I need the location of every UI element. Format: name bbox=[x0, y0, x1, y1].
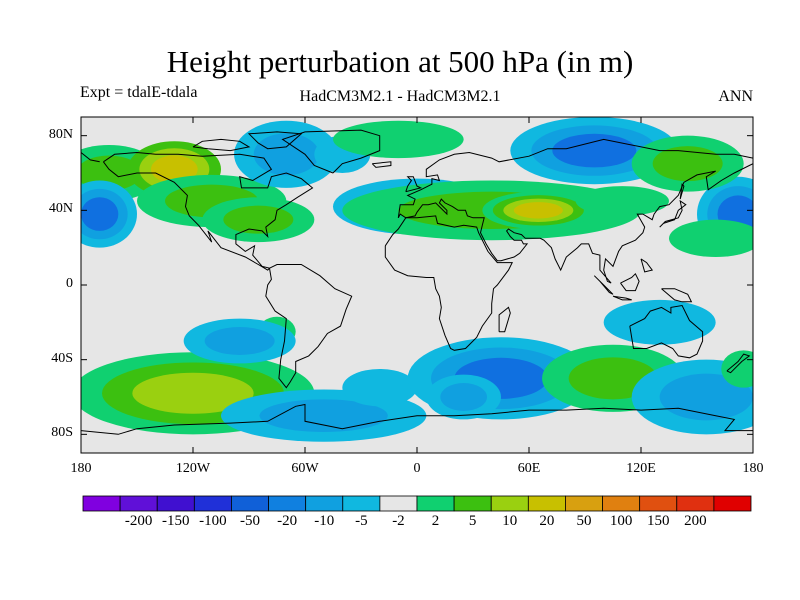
colorbar-label: -20 bbox=[277, 513, 298, 529]
coastline-segment bbox=[397, 138, 753, 218]
model-label: HadCM3M2.1 - HadCM3M2.1 bbox=[299, 88, 501, 105]
coastline-segment bbox=[384, 215, 514, 351]
colorbar-swatch bbox=[602, 495, 641, 512]
anomaly-contour bbox=[342, 369, 417, 407]
coastline-segment bbox=[81, 403, 753, 435]
colorbar-swatch bbox=[231, 495, 269, 512]
colorbar-swatch bbox=[193, 495, 232, 512]
coastline-segment bbox=[81, 152, 100, 163]
anomaly-contour bbox=[552, 133, 637, 168]
colorbar-label: 20 bbox=[539, 513, 555, 529]
coastline-segment bbox=[498, 306, 511, 333]
anomaly-contour bbox=[253, 133, 319, 176]
lat-tick-label: 40S bbox=[51, 350, 73, 366]
lon-tick-label: 60W bbox=[291, 461, 319, 476]
anomaly-contour bbox=[132, 372, 254, 414]
anomaly-contour bbox=[652, 146, 723, 182]
lon-tick-label: 120E bbox=[626, 461, 656, 476]
anomaly-contour bbox=[513, 202, 563, 219]
coastline-segment bbox=[281, 129, 381, 174]
anomaly-contour bbox=[603, 299, 716, 345]
colorbar-swatch bbox=[676, 495, 715, 512]
coastline-segment bbox=[612, 295, 632, 301]
colorbar-swatch bbox=[342, 495, 381, 512]
colorbar-label: 10 bbox=[502, 513, 518, 529]
coastline-segment bbox=[679, 183, 685, 200]
colorbar-label: 150 bbox=[646, 513, 670, 529]
plot-title: Height perturbation at 500 hPa (in m) bbox=[166, 44, 634, 79]
anomaly-contour bbox=[575, 186, 669, 216]
colorbar-swatch bbox=[416, 495, 455, 512]
lon-tick-label: 120W bbox=[175, 461, 211, 476]
lat-tick-label: 80S bbox=[51, 425, 73, 441]
anomaly-contour bbox=[223, 205, 294, 234]
coastline-segment bbox=[102, 151, 314, 271]
season-label: ANN bbox=[718, 88, 753, 105]
anomaly-contour bbox=[204, 327, 275, 355]
coastline-segment bbox=[192, 138, 251, 152]
coastlines bbox=[81, 129, 753, 435]
lon-tick-label: 180 bbox=[70, 461, 92, 476]
coastline-segment bbox=[659, 199, 687, 228]
colorbar-label: -2 bbox=[392, 513, 405, 529]
coastline-segment bbox=[629, 304, 704, 359]
coastline-segment bbox=[405, 176, 423, 193]
colorbar-swatch bbox=[305, 495, 344, 512]
anomaly-contour bbox=[259, 399, 388, 432]
colorbar-swatch bbox=[713, 495, 752, 512]
colorbar-swatch bbox=[527, 495, 566, 512]
anomaly-contour bbox=[333, 120, 464, 159]
colorbar bbox=[82, 495, 752, 512]
anomaly-field bbox=[81, 117, 753, 442]
colorbar-label: 100 bbox=[609, 513, 633, 529]
experiment-label: Expt = tdalE-tdala bbox=[80, 84, 198, 101]
anomaly-contour bbox=[669, 219, 753, 257]
map-ticks bbox=[80, 117, 754, 453]
colorbar-label: -50 bbox=[240, 513, 260, 529]
colorbar-label: 2 bbox=[431, 513, 440, 529]
coastline-segment bbox=[661, 288, 693, 303]
colorbar-label: -10 bbox=[314, 513, 335, 529]
colorbar-swatch bbox=[82, 495, 121, 512]
lat-tick-label: 0 bbox=[66, 276, 73, 291]
coastline-segment bbox=[397, 163, 753, 284]
coastline-segment bbox=[726, 353, 751, 374]
anomaly-contour bbox=[721, 350, 753, 388]
colorbar-swatch bbox=[156, 495, 195, 512]
colorbar-swatch bbox=[119, 495, 158, 512]
colorbar-swatch bbox=[268, 495, 307, 512]
anomaly-contour bbox=[81, 197, 119, 231]
coastline-segment bbox=[593, 275, 614, 295]
coastline-segment bbox=[640, 258, 654, 273]
colorbar-label: -100 bbox=[199, 513, 227, 529]
colorbar-label: -5 bbox=[355, 513, 368, 529]
colorbar-swatch bbox=[490, 495, 529, 512]
coastline-segment bbox=[371, 161, 392, 168]
coastline-segment bbox=[265, 264, 353, 389]
lon-tick-label: 0 bbox=[413, 461, 421, 476]
anomaly-contour bbox=[440, 383, 487, 411]
colorbar-swatch bbox=[565, 495, 603, 512]
lat-tick-label: 80N bbox=[48, 126, 73, 142]
colorbar-label: 50 bbox=[576, 513, 592, 529]
colorbar-label: -150 bbox=[162, 513, 190, 529]
colorbar-swatch bbox=[379, 495, 418, 512]
coastline-segment bbox=[247, 131, 303, 150]
coastline-segment bbox=[620, 272, 640, 292]
lat-tick-label: 40N bbox=[48, 201, 73, 217]
lon-tick-label: 60E bbox=[517, 461, 541, 476]
colorbar-label: 5 bbox=[468, 513, 477, 529]
colorbar-label: -200 bbox=[124, 513, 153, 529]
lon-tick-label: 180 bbox=[742, 461, 764, 476]
colorbar-swatch bbox=[639, 495, 678, 512]
colorbar-swatch bbox=[453, 495, 492, 512]
colorbar-label: 200 bbox=[684, 513, 707, 529]
